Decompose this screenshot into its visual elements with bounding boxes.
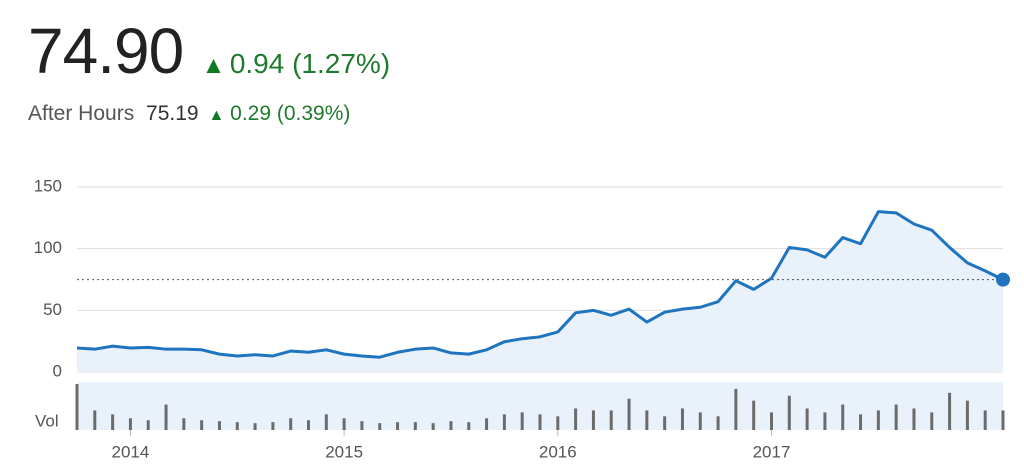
volume-bar: [306, 420, 310, 430]
volume-bar: [734, 388, 738, 430]
volume-bar: [538, 414, 542, 430]
volume-bar: [912, 408, 916, 430]
volume-bar: [75, 384, 79, 430]
volume-bar: [627, 398, 631, 430]
volume-bar: [965, 400, 969, 430]
volume-bar: [876, 410, 880, 430]
volume-bar: [609, 410, 613, 430]
quote-header: 74.90 ▲ 0.94 (1.27%): [28, 14, 390, 88]
after-hours-price: 75.19: [146, 102, 199, 125]
volume-bar: [752, 400, 756, 430]
volume-bar: [591, 410, 595, 430]
volume-bar: [716, 416, 720, 430]
volume-bar: [111, 414, 115, 430]
volume-bar: [894, 404, 898, 430]
x-tick-label: 2016: [539, 442, 577, 461]
volume-bar: [342, 418, 346, 430]
y-tick-label: 150: [34, 176, 62, 195]
volume-bar: [360, 421, 364, 430]
price-area: [77, 211, 1003, 372]
volume-bar: [235, 422, 239, 430]
volume-bar: [253, 423, 257, 430]
volume-bar: [645, 410, 649, 430]
up-arrow: ▲: [201, 52, 226, 79]
volume-bar: [271, 422, 275, 430]
price-line: [76, 210, 1004, 359]
last-point: [996, 272, 1010, 287]
volume-bar: [431, 423, 435, 430]
x-tick-label: 2014: [112, 442, 150, 461]
volume-bar: [485, 418, 489, 430]
volume-bar: [200, 420, 204, 430]
up-arrow: ▲: [208, 107, 225, 124]
after-hours: After Hours 75.19 ▲ 0.29 (0.39%): [28, 102, 350, 126]
volume-bar: [698, 412, 702, 430]
volume-bar: [93, 410, 97, 430]
volume-bar: [983, 410, 987, 430]
volume-bar: [556, 416, 560, 430]
volume-bar: [467, 422, 471, 430]
volume-bar: [413, 422, 417, 430]
volume-bar: [770, 412, 774, 430]
volume-bar: [930, 412, 934, 430]
volume-bar: [948, 392, 952, 430]
volume-bar: [289, 418, 293, 430]
volume-bar: [182, 418, 186, 430]
price-change: 0.94 (1.27%): [229, 48, 391, 79]
y-tick-label: 50: [43, 300, 62, 319]
volume-bar: [164, 404, 168, 430]
volume-bar: [841, 404, 845, 430]
y-tick-label: 0: [53, 361, 62, 380]
y-tick-label: 100: [34, 238, 62, 257]
last-price: 74.90: [28, 15, 184, 87]
volume-bar: [663, 416, 667, 430]
volume-bar: [396, 422, 400, 430]
volume-bar: [823, 412, 827, 430]
volume-bar: [502, 414, 506, 430]
volume-bar: [805, 408, 809, 430]
volume-bar: [217, 421, 221, 430]
x-tick-label: 2015: [325, 442, 363, 461]
x-tick-label: 2017: [753, 442, 791, 461]
volume-bar: [574, 408, 578, 430]
volume-label: Vol: [35, 411, 59, 430]
volume-bar: [128, 418, 132, 430]
volume-bar: [680, 408, 684, 430]
volume-bar: [787, 395, 791, 430]
volume-bar: [520, 412, 524, 430]
after-hours-change: 0.29 (0.39%): [230, 102, 351, 125]
volume-bar: [378, 423, 382, 430]
volume-bar: [1001, 410, 1005, 430]
volume-bar: [146, 420, 150, 430]
after-hours-label: After Hours: [28, 102, 135, 125]
volume-bar: [449, 421, 453, 430]
volume-bar: [324, 414, 328, 430]
volume-bar: [859, 414, 863, 430]
